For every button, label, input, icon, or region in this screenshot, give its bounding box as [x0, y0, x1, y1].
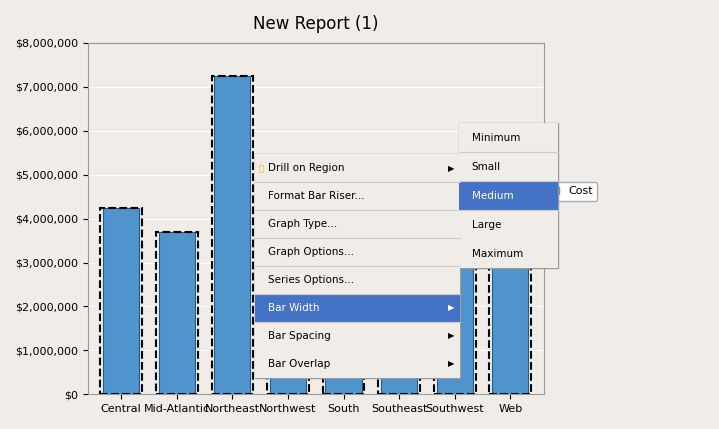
Bar	[434, 260, 475, 394]
Text: Minimum: Minimum	[472, 133, 520, 142]
Bar	[436, 260, 473, 394]
Text: ▶: ▶	[448, 164, 455, 173]
Text: ▶: ▶	[448, 359, 455, 368]
Text: Format Bar Riser...: Format Bar Riser...	[268, 191, 365, 201]
Legend: Cost: Cost	[533, 182, 597, 201]
Bar	[378, 368, 420, 394]
Text: Maximum: Maximum	[472, 249, 523, 259]
Bar	[101, 208, 142, 394]
Text: Large: Large	[472, 220, 501, 230]
Text: ▶: ▶	[448, 331, 455, 340]
Text: Graph Options...: Graph Options...	[268, 247, 354, 257]
Text: Bar Width: Bar Width	[268, 303, 320, 313]
Bar	[326, 304, 362, 394]
Bar	[156, 232, 198, 394]
Text: Small: Small	[472, 162, 501, 172]
Bar	[267, 331, 308, 394]
Bar	[270, 331, 306, 394]
Title: New Report (1): New Report (1)	[253, 15, 378, 33]
Text: Series Options...: Series Options...	[268, 275, 354, 285]
Text: 🚩: 🚩	[259, 164, 264, 173]
Text: Bar Spacing: Bar Spacing	[268, 331, 331, 341]
Bar	[211, 76, 253, 394]
Text: Drill on Region: Drill on Region	[268, 163, 344, 173]
Bar	[490, 249, 531, 394]
Bar	[323, 304, 365, 394]
Bar	[103, 208, 139, 394]
Bar	[381, 368, 417, 394]
Text: Medium: Medium	[472, 190, 513, 201]
Bar	[159, 232, 195, 394]
Bar	[493, 249, 528, 394]
Text: ▶: ▶	[448, 303, 455, 312]
Text: Graph Type...: Graph Type...	[268, 219, 337, 229]
Bar	[214, 76, 250, 394]
Text: Bar Overlap: Bar Overlap	[268, 359, 331, 369]
